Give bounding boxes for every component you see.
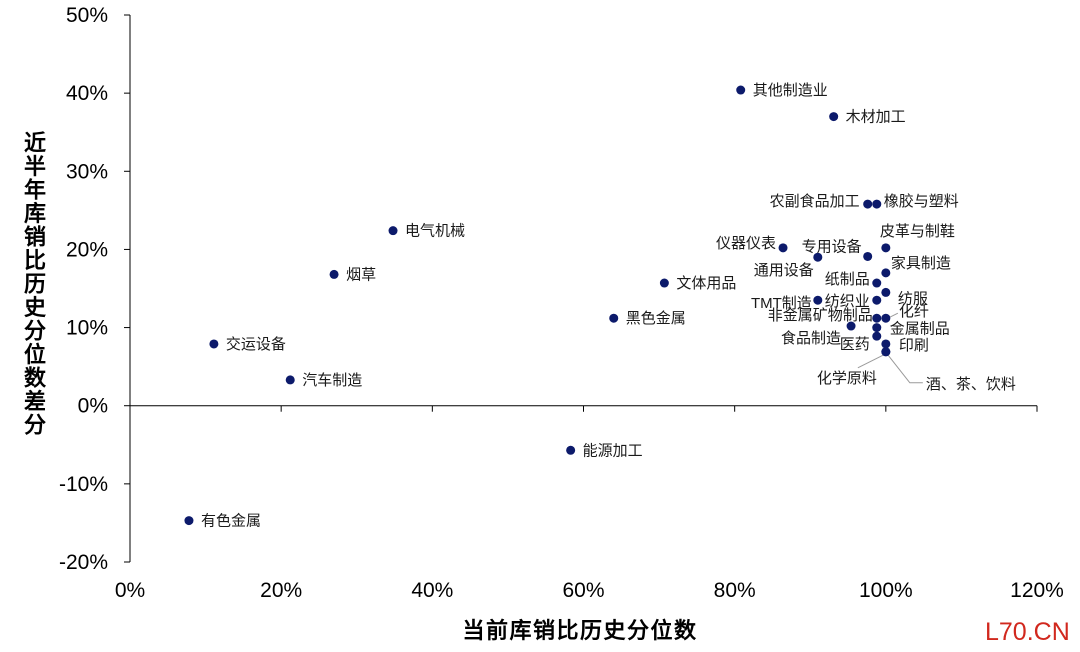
- data-label: 通用设备: [754, 262, 814, 279]
- data-point: [872, 295, 882, 305]
- data-point: [863, 251, 873, 261]
- data-point: [872, 199, 882, 209]
- data-point: [184, 516, 194, 526]
- data-point: [209, 339, 219, 349]
- x-tick-label: 20%: [260, 579, 302, 602]
- data-label: 汽车制造: [302, 372, 362, 389]
- x-tick-label: 60%: [562, 579, 604, 602]
- data-label: 专用设备: [802, 238, 862, 255]
- data-point: [285, 375, 295, 385]
- data-point: [609, 313, 619, 323]
- ticks: 50% 40% 30% 20% 10% 0% -10% -20% 0% 20% 40% 60% 80% 1…: [59, 4, 1064, 602]
- x-tick-label: 80%: [714, 579, 756, 602]
- data-label: 酒、茶、饮料: [926, 376, 1016, 393]
- leader-line: [889, 312, 899, 318]
- data-point: [388, 226, 398, 236]
- data-point: [881, 313, 891, 323]
- data-points: [184, 85, 891, 526]
- data-label: 电气机械: [405, 223, 465, 240]
- data-label: 纸制品: [825, 271, 870, 288]
- data-point: [872, 323, 882, 333]
- x-tick-label: 120%: [1010, 579, 1064, 602]
- data-label: 金属制品: [890, 321, 950, 338]
- data-point: [813, 295, 823, 305]
- data-point: [778, 243, 788, 253]
- data-point: [863, 199, 873, 209]
- y-axis-title: 近半年库销比历史分位数差分: [21, 131, 46, 437]
- data-label: 纺服: [898, 290, 928, 307]
- y-tick-label: 10%: [66, 317, 108, 340]
- data-point: [736, 85, 746, 95]
- y-tick-label: -10%: [59, 473, 108, 496]
- data-label: 家具制造: [891, 255, 951, 272]
- leader-line: [857, 354, 885, 369]
- data-label: 化学原料: [817, 370, 877, 387]
- data-point: [813, 252, 823, 262]
- data-point: [881, 287, 891, 297]
- data-point: [659, 278, 669, 288]
- y-tick-label: 50%: [66, 4, 108, 27]
- y-tick-label: 20%: [66, 238, 108, 261]
- x-tick-label: 100%: [859, 579, 913, 602]
- data-point: [872, 278, 882, 288]
- y-tick-label: 40%: [66, 82, 108, 105]
- data-label: 皮革与制鞋: [880, 223, 955, 240]
- watermark: L70.CN: [985, 618, 1070, 646]
- data-label: 非金属矿物制品: [768, 307, 873, 324]
- data-label: 食品制造: [781, 330, 841, 347]
- y-tick-label: 0%: [78, 395, 108, 418]
- data-point: [881, 347, 891, 357]
- data-point: [846, 321, 856, 331]
- x-tick-label: 0%: [115, 579, 145, 602]
- y-tick-label: -20%: [59, 551, 108, 574]
- x-axis-title: 当前库销比历史分位数: [462, 618, 698, 643]
- data-point: [829, 112, 839, 122]
- data-label: 交运设备: [226, 335, 286, 353]
- data-point: [872, 313, 882, 323]
- data-label: 木材加工: [846, 109, 906, 126]
- data-label: 有色金属: [201, 513, 261, 530]
- axes: [129, 15, 1037, 562]
- data-label: 化纤: [899, 303, 929, 320]
- data-point: [881, 268, 891, 278]
- data-label: 烟草: [346, 266, 376, 283]
- data-label: 橡胶与塑料: [884, 193, 959, 210]
- data-label: TMT制造: [751, 295, 812, 312]
- y-tick-label: 30%: [66, 160, 108, 183]
- data-point: [881, 339, 891, 349]
- data-label: 其他制造业: [753, 82, 828, 99]
- data-label: 文体用品: [676, 275, 736, 292]
- data-label: 农副食品加工: [770, 193, 860, 210]
- data-label: 黑色金属: [626, 310, 686, 327]
- x-tick-label: 40%: [411, 579, 453, 602]
- data-label: 纺织业: [825, 293, 870, 310]
- data-point: [881, 243, 891, 253]
- leader-lines: [857, 312, 923, 384]
- data-point: [872, 331, 882, 341]
- data-point: [566, 445, 576, 455]
- leader-line: [887, 354, 923, 384]
- data-label: 能源加工: [583, 442, 643, 459]
- data-point: [329, 269, 339, 279]
- data-label: 仪器仪表: [716, 235, 776, 252]
- data-label: 印刷: [899, 337, 929, 354]
- data-label: 医药: [840, 336, 870, 353]
